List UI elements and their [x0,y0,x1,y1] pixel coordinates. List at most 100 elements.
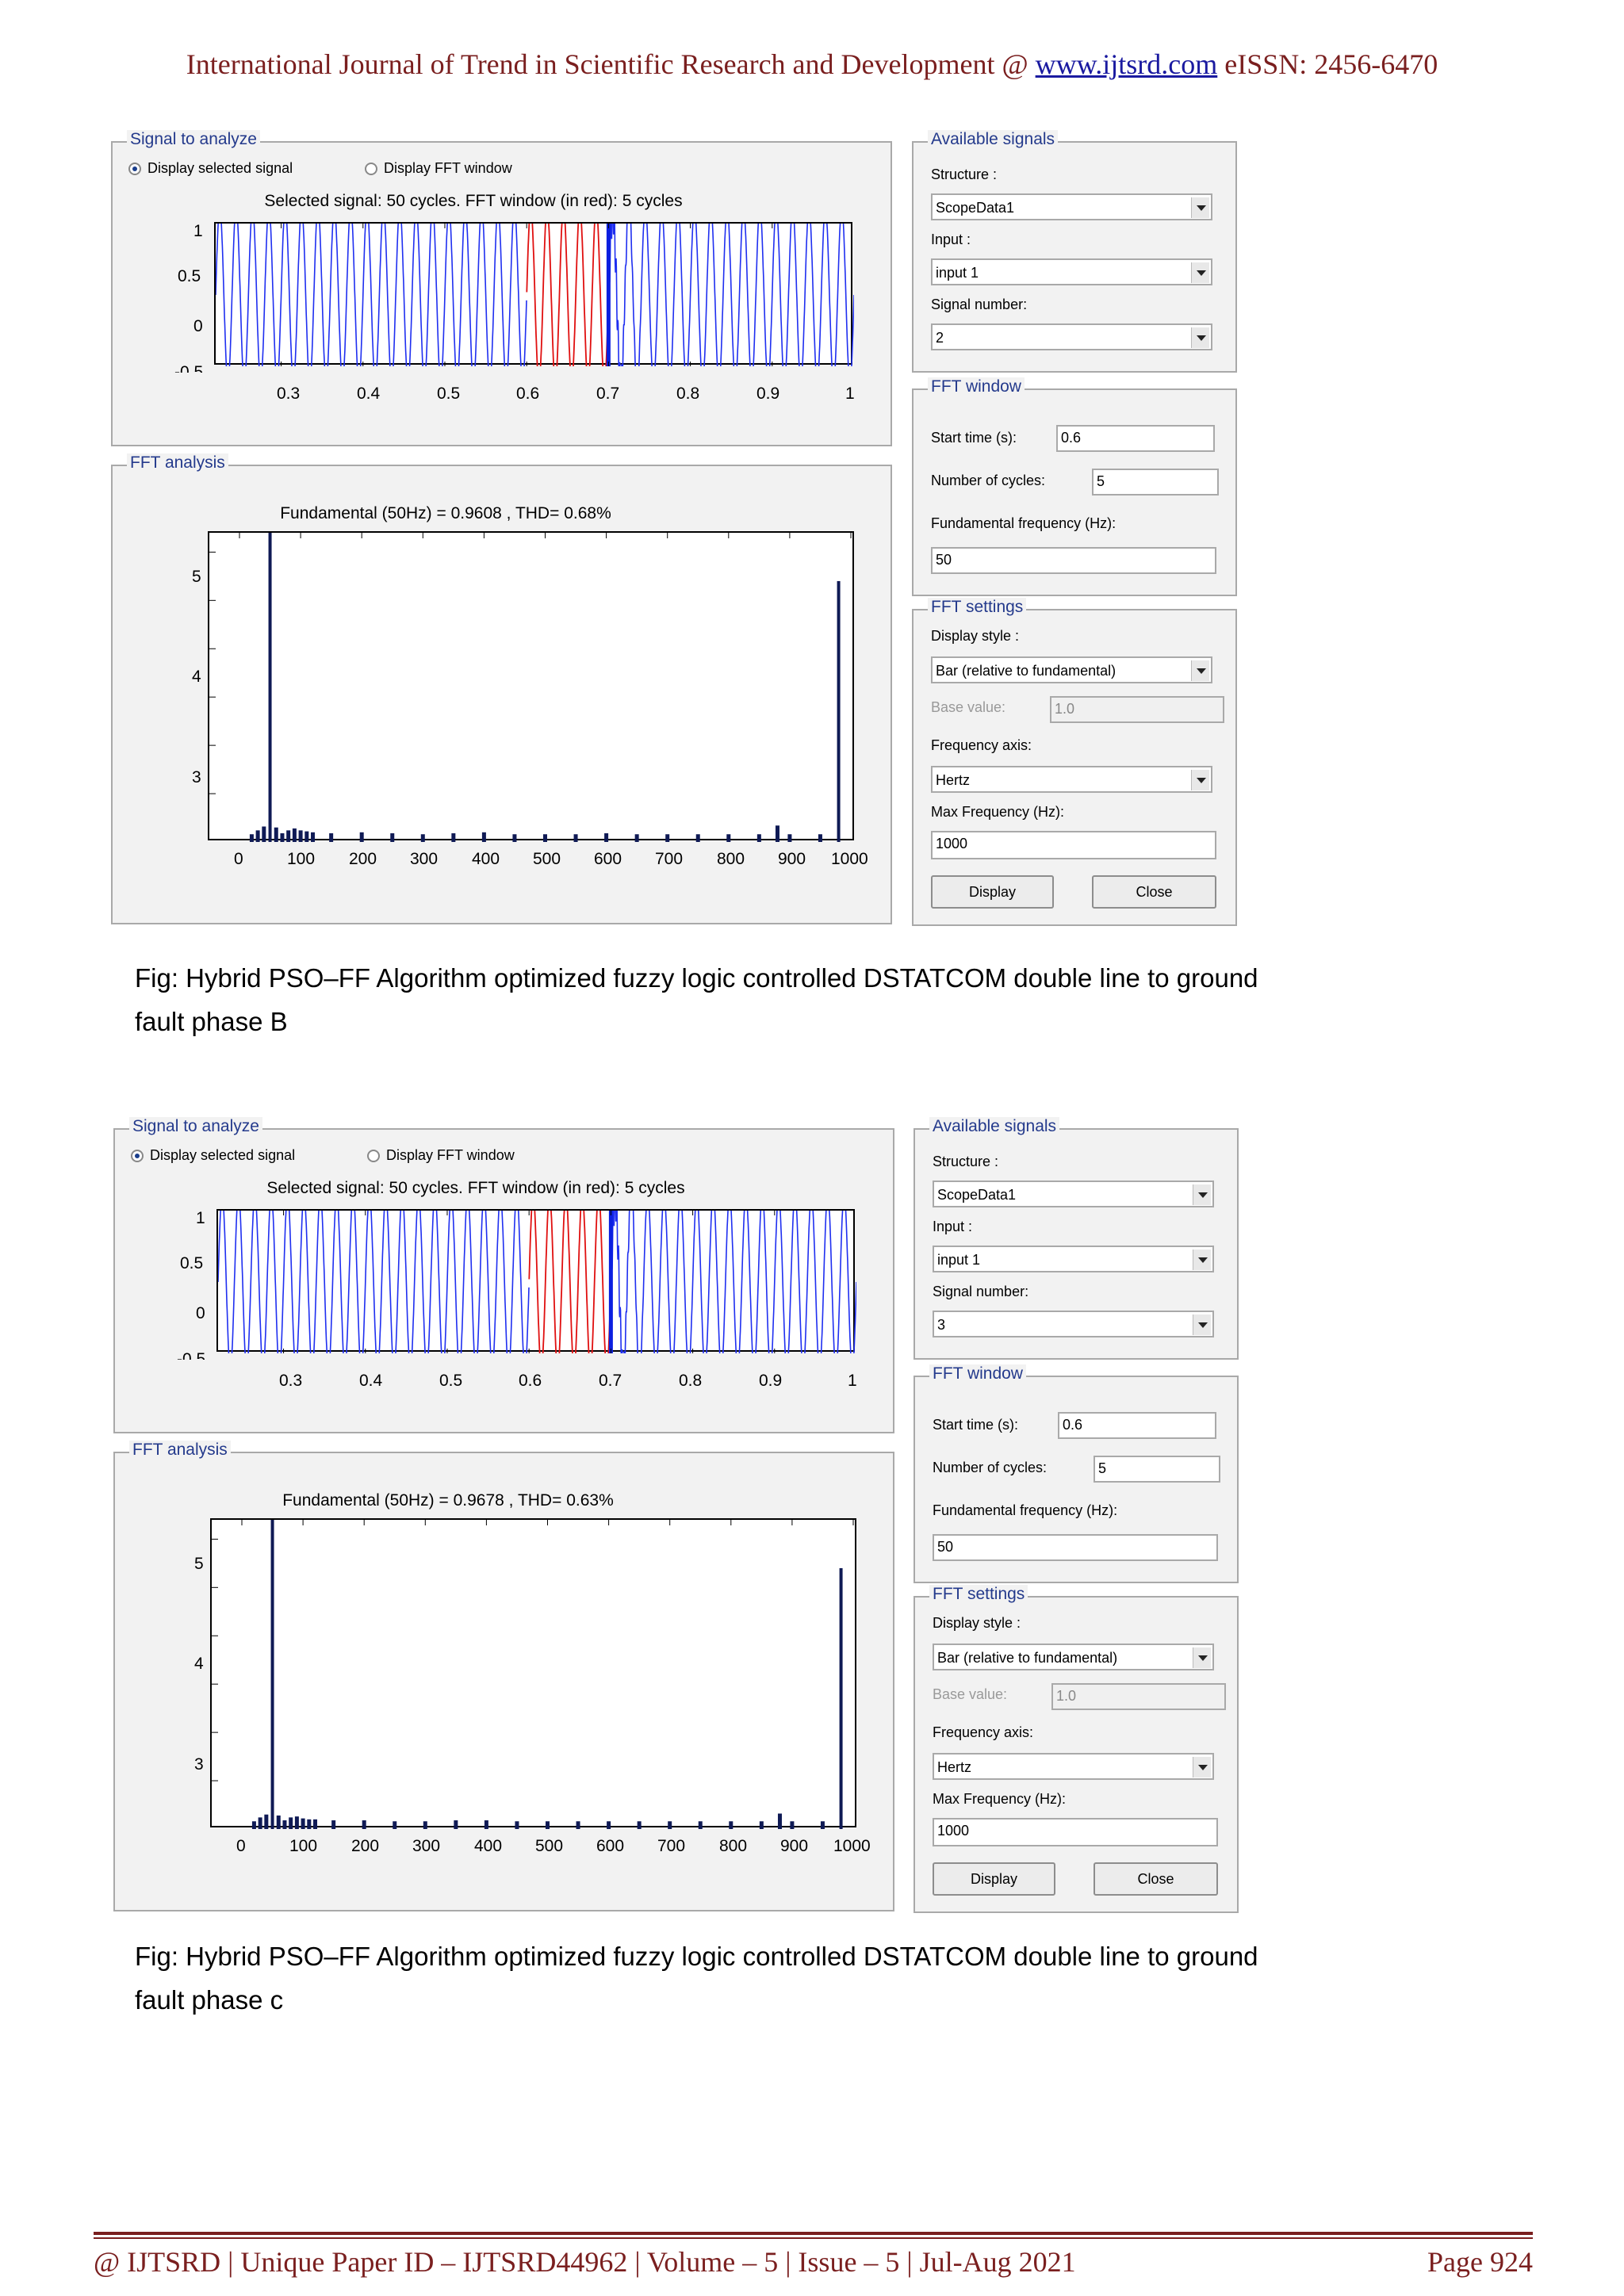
fft-bar [262,826,266,842]
max-frequency-input[interactable]: 1000 [931,831,1216,859]
fundamental-input[interactable]: 50 [931,547,1216,574]
x-tick: 0.6 [519,1372,542,1390]
display-style-value: Bar (relative to fundamental) [936,663,1116,679]
radio-on-icon [131,1149,144,1162]
start-time-label: Start time (s): [931,430,1017,446]
x-tick: 1 [845,385,855,403]
fft-settings-panel: FFT settings Display style : Bar (relati… [914,1585,1239,1913]
y-tick: -0.5 [174,363,204,373]
fft-window-panel: FFT window Start time (s): 0.6 Number of… [914,1364,1239,1583]
display-style-label: Display style : [931,628,1020,644]
fft-bar [307,1819,312,1829]
fft-bar [251,1821,256,1829]
fft-bar [543,834,547,842]
radio-display-fft-window[interactable]: Display FFT window [367,1147,515,1164]
fft-bar [454,1820,458,1829]
fft-bar [286,830,291,842]
base-value-label: Base value: [931,699,1006,715]
fft-bar [637,1821,642,1829]
input-select[interactable]: input 1 [931,258,1212,285]
x-tick: 0.9 [759,1372,783,1390]
fft-bar [576,1821,580,1829]
header-prefix: International Journal of Trend in Scient… [186,48,1036,80]
fft-bar [839,1567,843,1829]
x-tick: 600 [594,850,622,868]
radio-display-selected-signal[interactable]: Display selected signal [128,160,293,177]
y-tick: 0 [193,317,203,335]
frequency-axis-label: Frequency axis: [931,737,1032,753]
close-button[interactable]: Close [1094,1862,1218,1896]
x-tick: 0 [236,1837,246,1855]
structure-select[interactable]: ScopeData1 [931,193,1212,220]
x-tick: 200 [351,1837,380,1855]
structure-select[interactable]: ScopeData1 [933,1181,1214,1207]
x-tick: 1000 [831,850,868,868]
y-tick: 0 [196,1304,205,1322]
cycles-input[interactable]: 5 [1094,1456,1220,1483]
fft-bar [665,834,670,842]
fft-bar [311,832,316,842]
footer-text: @ IJTSRD | Unique Paper ID – IJTSRD44962… [94,2246,1076,2278]
x-tick: 0.4 [357,385,381,403]
start-time-input[interactable]: 0.6 [1058,1412,1216,1439]
start-time-input[interactable]: 0.6 [1056,425,1215,452]
frequency-axis-select[interactable]: Hertz [933,1753,1214,1780]
x-tick: 800 [719,1837,748,1855]
chevron-down-icon [1191,327,1209,348]
display-button[interactable]: Display [933,1862,1055,1896]
journal-link[interactable]: www.ijtsrd.com [1035,48,1218,80]
signal-title: Selected signal: 50 cycles. FFT window (… [264,192,683,210]
close-button[interactable]: Close [1092,875,1216,909]
fft-bar [276,1815,281,1829]
fundamental-label: Fundamental frequency (Hz): [931,515,1116,531]
fft-title: Fundamental (50Hz) = 0.9608 , THD= 0.68% [280,504,611,522]
max-frequency-input[interactable]: 1000 [933,1818,1218,1846]
fft-window-legend: FFT window [929,1364,1026,1383]
max-frequency-label: Max Frequency (Hz): [933,1791,1067,1807]
fft-bar [512,834,517,842]
x-tick: 900 [778,850,806,868]
signal-number-label: Signal number: [933,1284,1029,1299]
chevron-down-icon [1193,1757,1211,1777]
x-tick: 700 [657,1837,686,1855]
fft-panel-legend: FFT analysis [129,1441,231,1460]
fft-bar [329,833,334,842]
fft-bar [698,1821,703,1829]
display-style-select[interactable]: Bar (relative to fundamental) [933,1644,1214,1670]
fft-bar [298,830,303,842]
fft-bar [726,834,731,842]
fft-settings-legend: FFT settings [928,598,1027,617]
signal-number-select[interactable]: 3 [933,1311,1214,1337]
signal-number-select[interactable]: 2 [931,323,1212,350]
radio-display-fft-window[interactable]: Display FFT window [365,160,512,177]
fft-bar [820,1821,825,1829]
frequency-axis-select[interactable]: Hertz [931,766,1212,793]
display-style-select[interactable]: Bar (relative to fundamental) [931,656,1212,683]
frequency-axis-label: Frequency axis: [933,1724,1034,1740]
y-tick: 5 [194,1555,204,1573]
x-tick: 400 [474,1837,503,1855]
x-tick: 500 [535,1837,564,1855]
signal-axes [216,1209,856,1353]
available-signals-legend: Available signals [928,130,1059,149]
radio-off-icon [367,1149,380,1162]
fft-bar [301,1818,305,1829]
cycles-input[interactable]: 5 [1092,469,1219,496]
footer-rule-thin [94,2237,1533,2239]
y-tick: 3 [194,1755,204,1774]
signal-line-after-window [607,224,854,366]
radio-display-selected-signal[interactable]: Display selected signal [131,1147,295,1164]
cycles-label: Number of cycles: [931,473,1046,488]
x-tick: 0.7 [599,1372,622,1390]
figure-2: Signal to analyze Display selected signa… [111,1117,1239,1932]
fft-panel: FFT analysis Fundamental (50Hz) = 0.9608… [111,453,892,924]
display-button[interactable]: Display [931,875,1054,909]
fundamental-input[interactable]: 50 [933,1534,1218,1561]
fft-bar [790,1821,795,1829]
max-frequency-label: Max Frequency (Hz): [931,804,1065,820]
cycles-label: Number of cycles: [933,1460,1048,1475]
chevron-down-icon [1191,770,1209,790]
x-tick: 800 [717,850,745,868]
input-select[interactable]: input 1 [933,1246,1214,1272]
structure-value: ScopeData1 [936,200,1015,216]
